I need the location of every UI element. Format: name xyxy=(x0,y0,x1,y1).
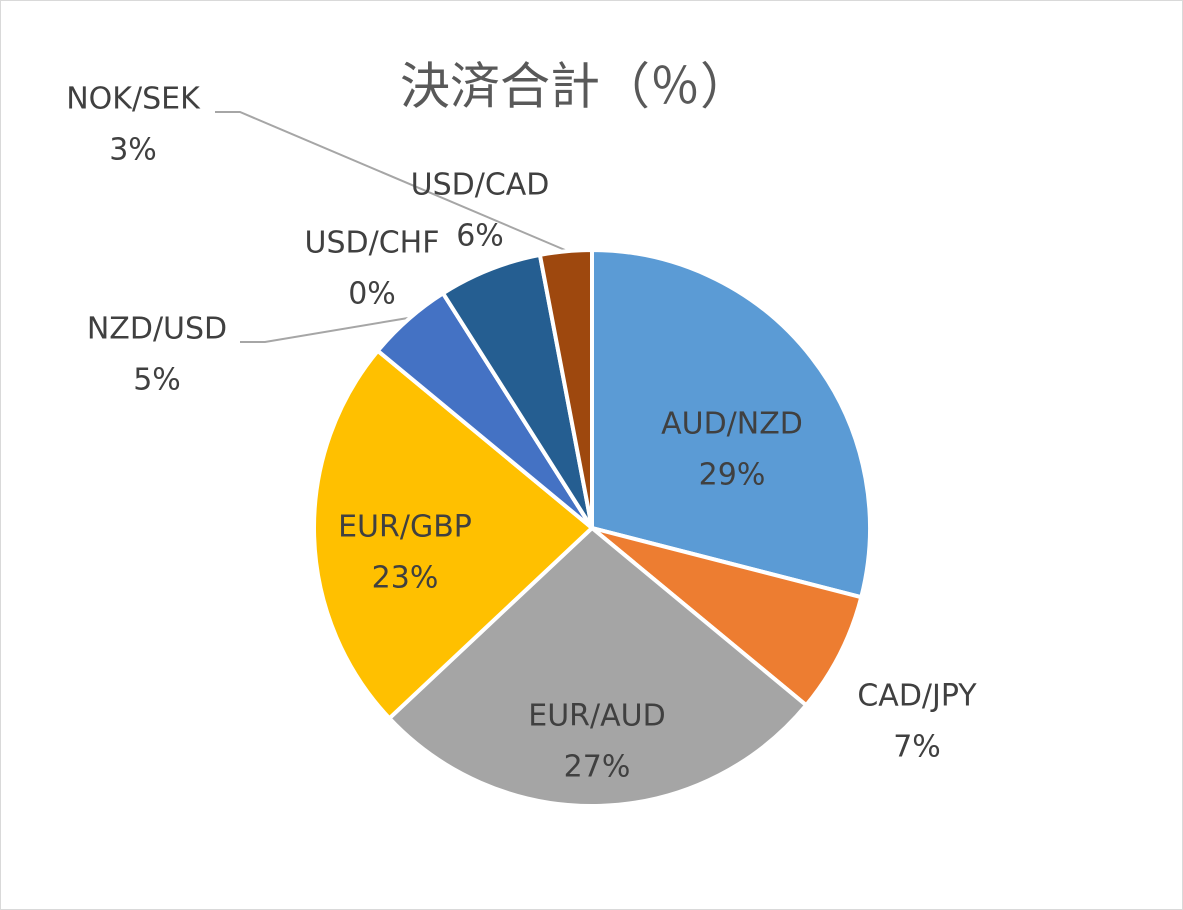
slice-label: USD/CAD xyxy=(411,168,550,203)
pie-slice xyxy=(386,525,810,808)
slice-value-label: 5% xyxy=(133,363,181,398)
slice-label: CAD/JPY xyxy=(857,679,977,714)
slice-value-label: 23% xyxy=(372,561,439,596)
slice-label: EUR/GBP xyxy=(338,510,472,545)
leader-line xyxy=(240,317,409,343)
slice-value-label: 7% xyxy=(893,730,941,765)
chart-title: 決済合計（％） xyxy=(400,58,750,116)
slice-value-label: 3% xyxy=(109,133,157,168)
leader-line xyxy=(215,111,566,251)
pie-slice xyxy=(590,247,872,600)
slice-value-label: 29% xyxy=(699,458,766,493)
slice-label: EUR/AUD xyxy=(528,699,665,734)
slice-value-label: 27% xyxy=(564,750,631,785)
slice-label: NOK/SEK xyxy=(66,82,201,117)
pie-slice xyxy=(312,347,596,722)
slice-label: NZD/USD xyxy=(87,312,227,347)
slice-label: USD/CHF xyxy=(305,226,440,261)
slice-value-label: 6% xyxy=(456,219,504,254)
pie-slice xyxy=(537,247,594,529)
slice-label: AUD/NZD xyxy=(661,407,803,442)
pie-slice xyxy=(590,526,864,709)
slice-value-label: 0% xyxy=(348,277,396,312)
